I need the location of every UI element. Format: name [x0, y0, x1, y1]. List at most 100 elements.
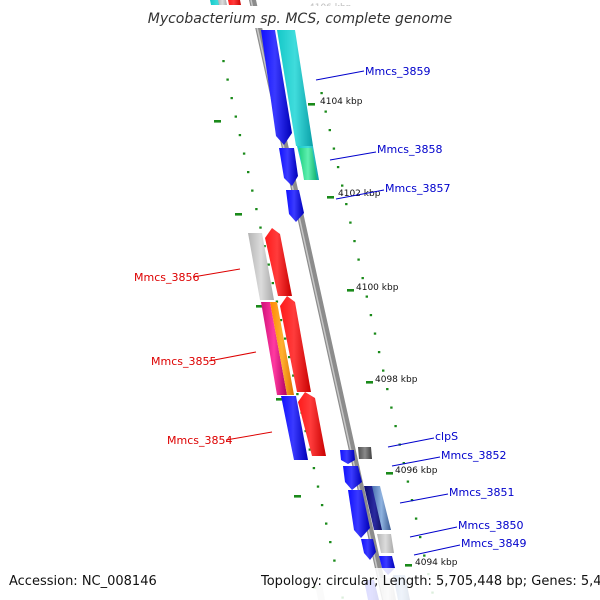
gene-arrow-blue-rev[interactable] — [281, 396, 308, 460]
tick-dot — [238, 134, 242, 137]
accession-text: Accession: NC_008146 — [9, 574, 157, 589]
tick-dot — [316, 485, 320, 488]
tick-dot — [324, 110, 327, 113]
gene-label-clps[interactable]: clpS — [435, 430, 458, 443]
gene-block-orange[interactable] — [270, 302, 294, 395]
major-tick — [386, 472, 393, 475]
gene-block-magenta[interactable] — [261, 302, 287, 395]
tick-dot — [357, 258, 360, 261]
gene-label-mmcs-3859[interactable]: Mmcs_3859 — [365, 65, 430, 78]
tick-dot — [325, 522, 328, 525]
gene-block-grey-1[interactable] — [248, 233, 274, 300]
tick-dot — [292, 374, 295, 377]
gene-arrow-blue-3851[interactable] — [348, 490, 370, 538]
forward-track — [210, 0, 319, 222]
gene-label-mmcs-3851[interactable]: Mmcs_3851 — [449, 486, 514, 499]
gene-label-mmcs-3857[interactable]: Mmcs_3857 — [385, 182, 450, 195]
gene-label-mmcs-3852[interactable]: Mmcs_3852 — [441, 449, 506, 462]
tick-dot — [328, 129, 331, 132]
gene-arrow-blue-3850[interactable] — [361, 539, 376, 560]
tick-dot — [349, 221, 352, 224]
tick-dot — [341, 184, 344, 187]
tick-dot — [361, 277, 364, 280]
tick-dot — [386, 388, 389, 391]
tick-dot — [336, 166, 340, 169]
tick-dot — [308, 448, 311, 451]
tick-label-4096: 4096 kbp — [395, 466, 438, 476]
tick-dot-rings — [222, 60, 434, 599]
tick-dot — [288, 356, 291, 359]
footer-backdrop — [0, 568, 600, 600]
svg-text:4100 kbp: 4100 kbp — [356, 283, 399, 293]
major-tick — [327, 196, 334, 199]
gene-arrow-red-2[interactable] — [280, 296, 311, 392]
gene-arrow-blue-3852[interactable] — [343, 466, 362, 490]
map-title: Mycobacterium sp. MCS, complete genome — [148, 11, 453, 27]
tick-dot — [410, 499, 414, 502]
tick-label-4100: 4100 kbp — [356, 283, 399, 293]
tick-dot — [271, 282, 274, 285]
svg-text:4098 kbp: 4098 kbp — [375, 375, 418, 385]
forward-gene-labels: Mmcs_3859 Mmcs_3858 Mmcs_3857 clpS Mmcs_… — [315, 65, 526, 556]
tick-dot — [320, 92, 323, 95]
major-tick — [276, 398, 283, 401]
tick-dot — [247, 171, 250, 174]
gene-arrow-blue-clps[interactable] — [340, 450, 355, 464]
gene-block-dkgrey[interactable] — [358, 447, 372, 459]
tick-dot — [382, 369, 385, 372]
tick-dot — [365, 295, 368, 298]
major-tick — [294, 495, 301, 498]
major-tick — [405, 564, 412, 567]
major-tick — [214, 120, 221, 123]
gene-arrow-cyan-1[interactable] — [277, 30, 313, 146]
tick-dot — [353, 240, 356, 243]
tick-dot — [414, 517, 418, 520]
tick-dot — [283, 337, 287, 340]
gene-block-mint[interactable] — [299, 148, 317, 180]
gene-label-mmcs-3858[interactable]: Mmcs_3858 — [377, 143, 442, 156]
gene-arrow-blue-2[interactable] — [279, 148, 298, 186]
svg-text:4102 kbp: 4102 kbp — [338, 189, 381, 199]
tick-label-4094: 4094 kbp — [415, 558, 458, 568]
tick-dot — [255, 208, 258, 211]
tick-dot — [230, 97, 233, 100]
gene-label-mmcs-3849[interactable]: Mmcs_3849 — [461, 537, 526, 550]
gene-arrow-red-1[interactable] — [265, 228, 292, 296]
major-tick — [366, 381, 373, 384]
tick-dot — [312, 467, 316, 470]
tick-dot — [402, 462, 405, 465]
title-backdrop — [140, 6, 460, 28]
tick-dot — [222, 60, 225, 63]
tick-dot — [251, 189, 254, 192]
tick-dot — [345, 203, 348, 206]
gene-arrow-red-3[interactable] — [298, 392, 326, 456]
tick-dot — [423, 554, 426, 557]
gene-arrow-blue-3[interactable] — [286, 190, 304, 222]
tick-dot — [333, 559, 336, 562]
svg-text:4094 kbp: 4094 kbp — [415, 558, 458, 568]
tick-dot — [377, 351, 381, 354]
tick-label-4098: 4098 kbp — [375, 375, 418, 385]
major-tick — [235, 213, 242, 216]
gene-arrow-blue-1[interactable] — [261, 30, 292, 145]
gene-label-mmcs-3856[interactable]: Mmcs_3856 — [134, 271, 199, 284]
gene-block-red-top[interactable] — [228, 0, 241, 5]
gene-label-mmcs-3855[interactable]: Mmcs_3855 — [151, 355, 216, 368]
tick-dot — [242, 152, 246, 155]
gene-block-grey-top[interactable] — [218, 0, 227, 5]
reverse-gene-labels: Mmcs_3856 Mmcs_3855 Mmcs_3854 — [134, 268, 273, 447]
gene-label-mmcs-3854[interactable]: Mmcs_3854 — [167, 434, 232, 447]
gene-label-mmcs-3850[interactable]: Mmcs_3850 — [458, 519, 523, 532]
tick-dot — [419, 536, 422, 539]
tick-dot — [406, 480, 410, 483]
tick-dot — [329, 541, 332, 544]
tick-dot — [267, 263, 270, 266]
svg-text:4104 kbp: 4104 kbp — [320, 97, 363, 107]
svg-text:4096 kbp: 4096 kbp — [395, 466, 438, 476]
tick-dot — [259, 226, 262, 229]
topology-text: Topology: circular; Length: 5,705,448 bp… — [261, 574, 600, 589]
gene-block-steel[interactable] — [372, 486, 391, 530]
tick-dot — [296, 393, 299, 396]
gene-block-grey-3849[interactable] — [377, 534, 394, 553]
